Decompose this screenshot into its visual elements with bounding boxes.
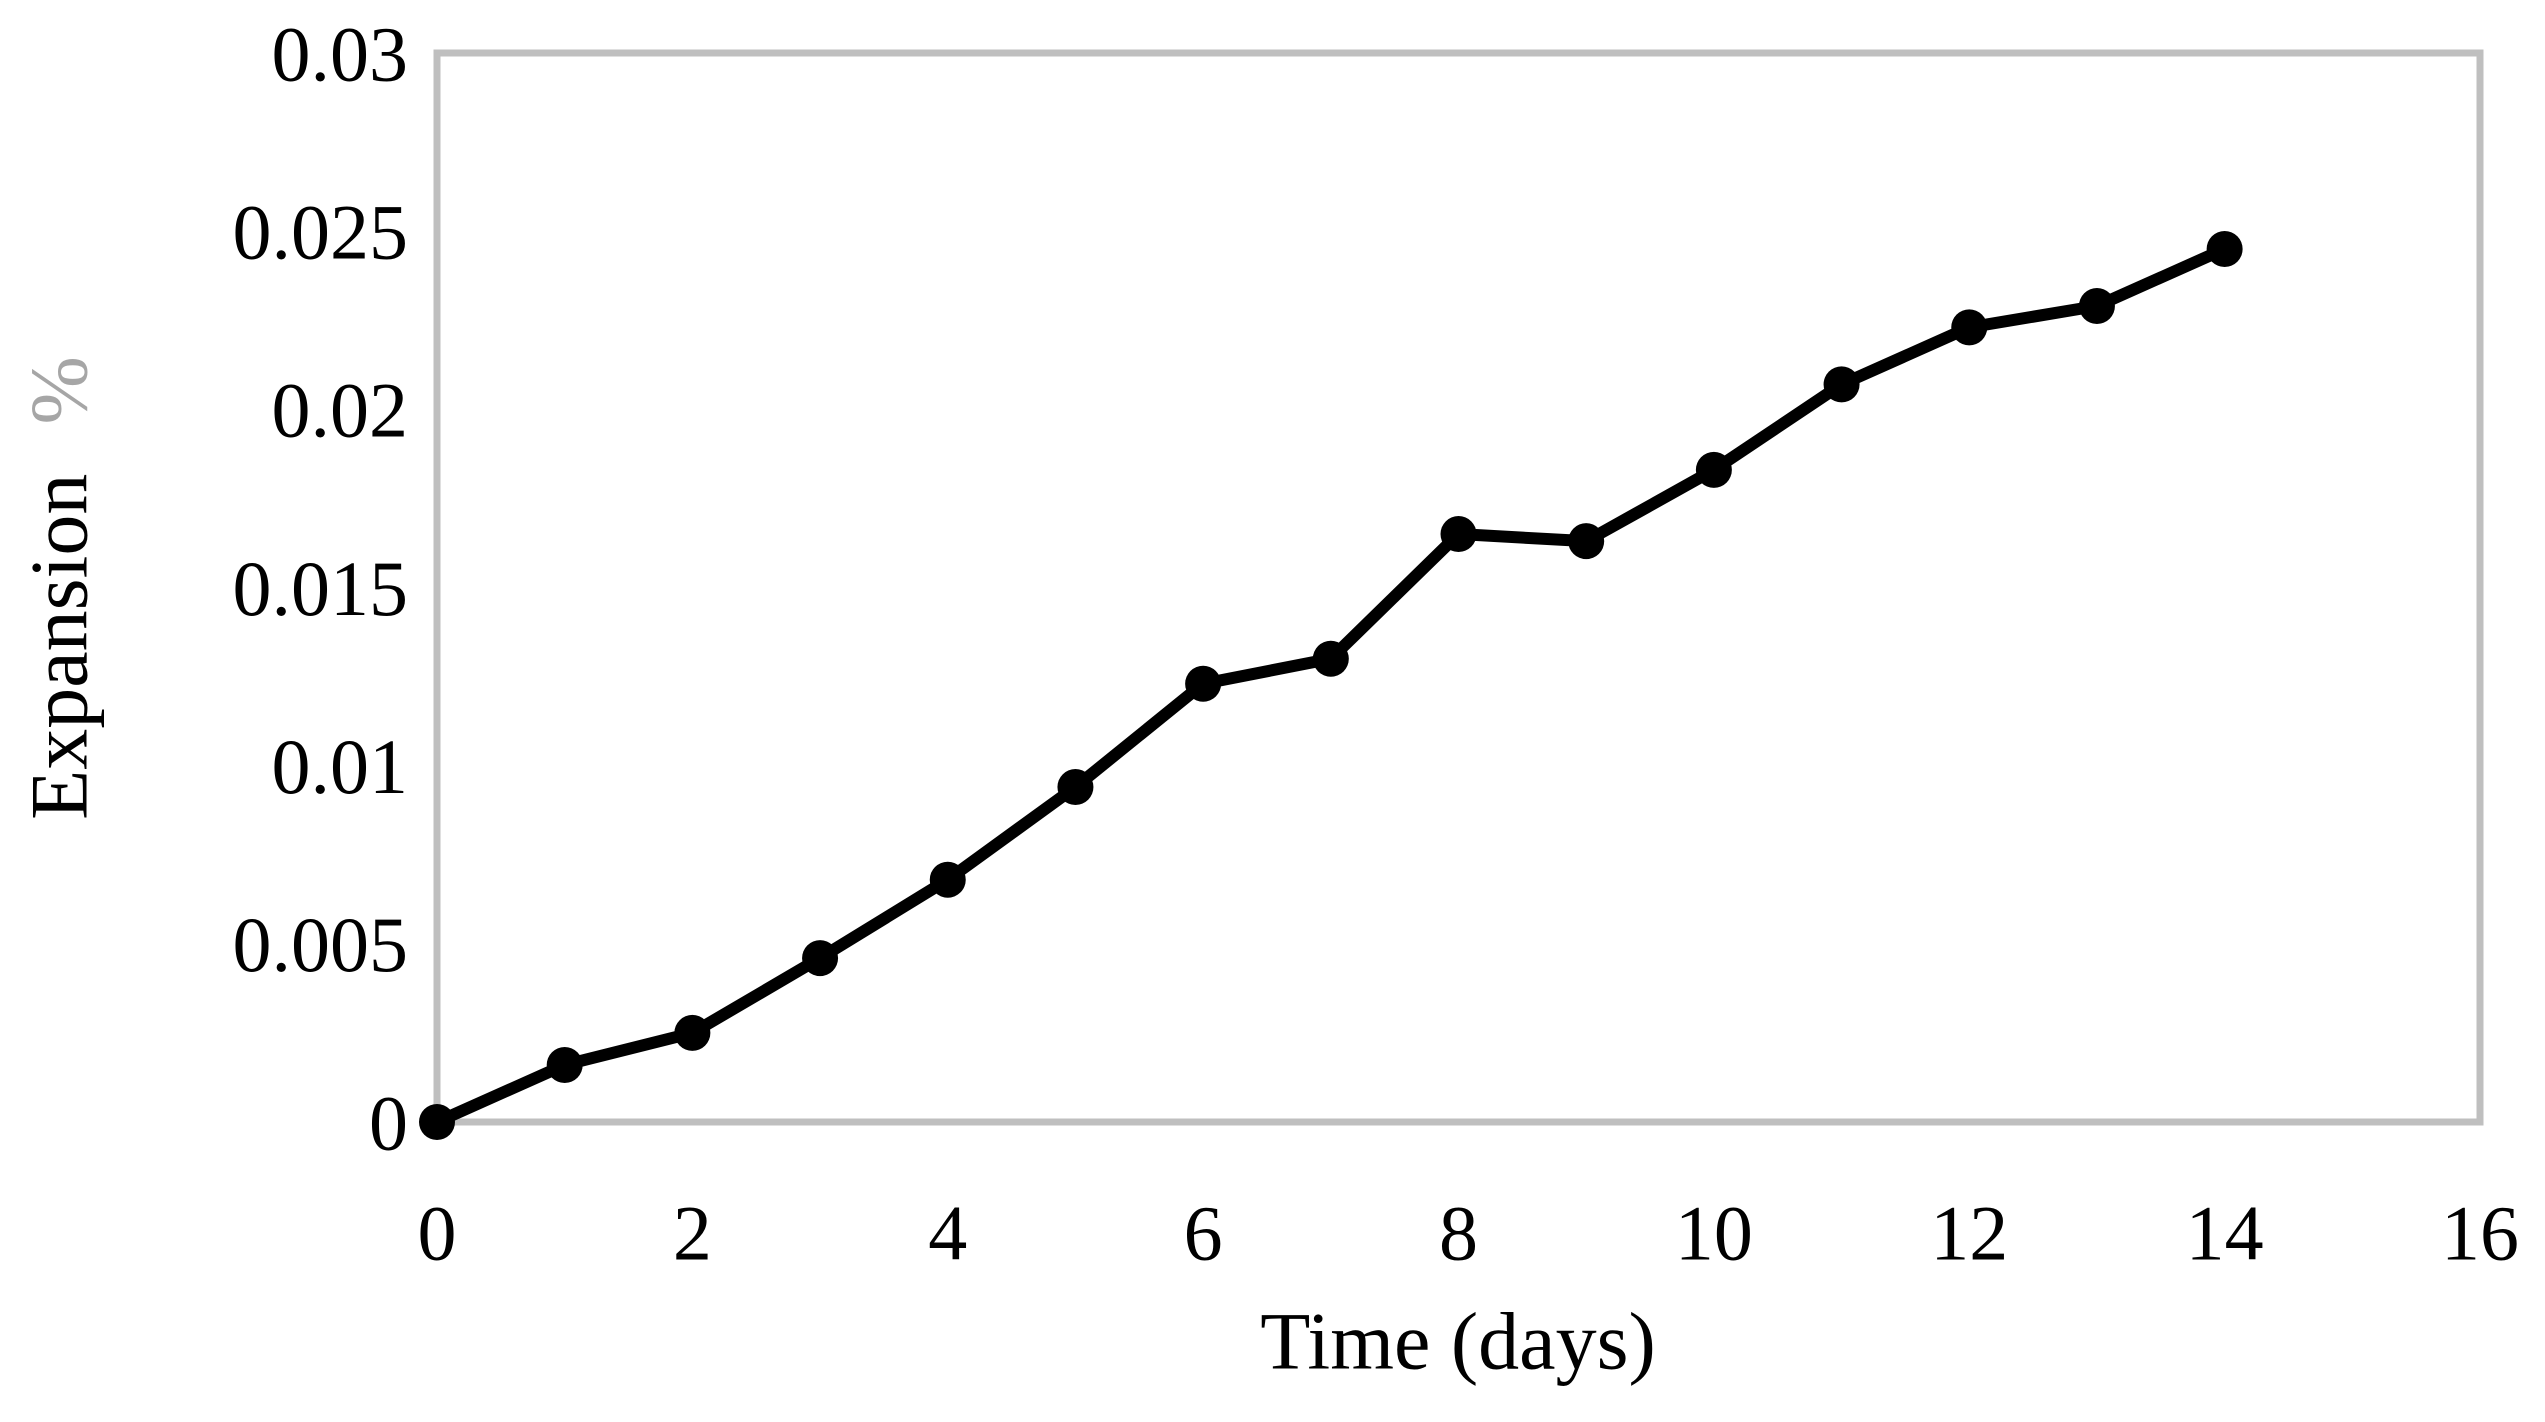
y-tick-label: 0 bbox=[369, 1079, 408, 1166]
data-point-marker bbox=[419, 1104, 455, 1140]
x-tick-label: 12 bbox=[1930, 1189, 2008, 1276]
series-line bbox=[431, 242, 2231, 1128]
data-point-marker bbox=[1440, 516, 1477, 553]
data-series-expansion bbox=[419, 230, 2243, 1140]
data-point-marker bbox=[1695, 451, 1732, 488]
y-axis-title: Expansion % bbox=[14, 356, 105, 820]
x-tick-label: 16 bbox=[2441, 1189, 2519, 1276]
x-axis-tick-labels: 0 2 4 6 8 10 12 14 16 bbox=[418, 1189, 2520, 1276]
data-point-marker bbox=[1951, 309, 1988, 346]
x-tick-label: 0 bbox=[418, 1189, 457, 1276]
y-tick-label: 0.005 bbox=[233, 901, 409, 988]
y-tick-label: 0.03 bbox=[272, 10, 409, 97]
series-markers bbox=[419, 230, 2243, 1140]
plot-area-border bbox=[433, 49, 2484, 1126]
x-tick-label: 14 bbox=[2186, 1189, 2264, 1276]
x-tick-label: 2 bbox=[673, 1189, 712, 1276]
y-tick-label: 0.01 bbox=[272, 723, 409, 810]
x-tick-label: 8 bbox=[1439, 1189, 1478, 1276]
y-tick-label: 0.025 bbox=[233, 188, 409, 275]
x-tick-label: 4 bbox=[928, 1189, 967, 1276]
y-tick-label: 0.015 bbox=[233, 545, 409, 632]
data-point-marker bbox=[929, 861, 966, 898]
data-point-marker bbox=[802, 940, 839, 977]
y-axis-tick-labels: 0 0.005 0.01 0.015 0.02 0.025 0.03 bbox=[233, 10, 409, 1166]
data-point-marker bbox=[1057, 769, 1094, 806]
data-point-marker bbox=[546, 1046, 583, 1083]
x-tick-label: 10 bbox=[1675, 1189, 1753, 1276]
data-point-marker bbox=[2206, 230, 2243, 267]
data-point-marker bbox=[1568, 523, 1605, 560]
data-point-marker bbox=[1312, 640, 1349, 677]
data-point-marker bbox=[674, 1014, 711, 1051]
y-axis-title-main: Expansion bbox=[14, 474, 105, 820]
x-axis-title: Time (days) bbox=[1260, 1296, 1656, 1387]
data-point-marker bbox=[1185, 665, 1222, 702]
y-tick-label: 0.02 bbox=[272, 367, 409, 454]
y-axis-title-percent: % bbox=[14, 356, 105, 424]
data-point-marker bbox=[2078, 287, 2115, 324]
x-tick-label: 6 bbox=[1184, 1189, 1223, 1276]
data-point-marker bbox=[1823, 366, 1860, 403]
